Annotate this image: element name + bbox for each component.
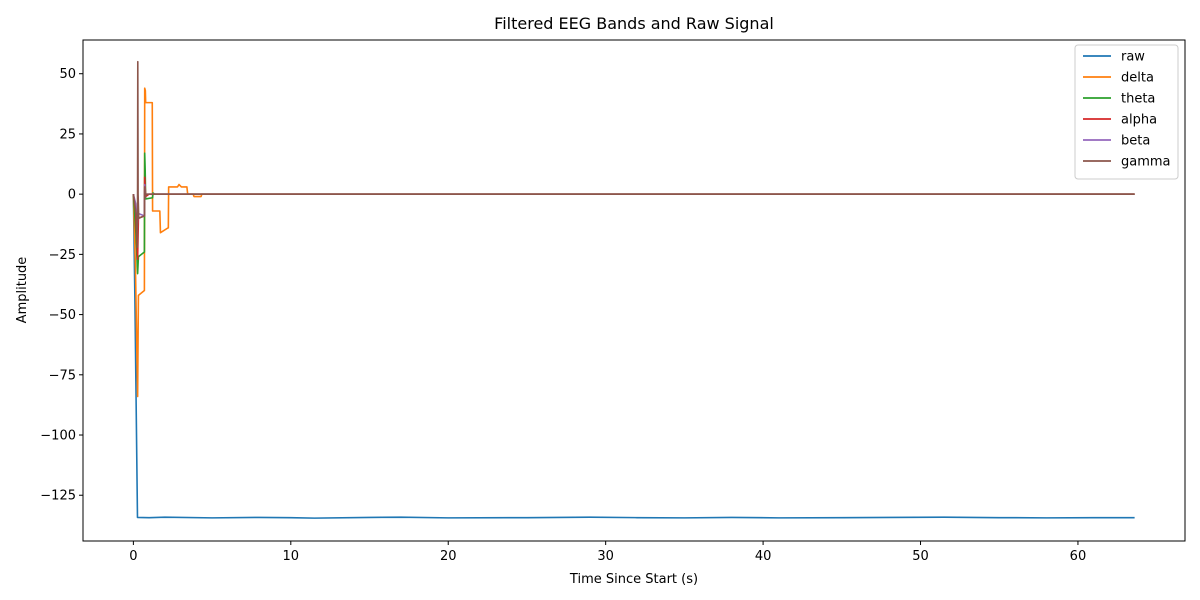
legend-label-beta: beta	[1121, 134, 1150, 149]
y-tick-label: −25	[49, 248, 76, 263]
series-line-gamma	[132, 60, 1135, 248]
x-axis-label: Time Since Start (s)	[569, 572, 698, 587]
y-tick-label: −75	[49, 368, 76, 383]
legend-label-alpha: alpha	[1121, 113, 1157, 128]
legend-label-gamma: gamma	[1121, 155, 1171, 170]
series-line-raw	[132, 194, 1135, 519]
x-tick-label: 50	[912, 549, 929, 564]
x-tick-label: 10	[283, 549, 300, 564]
series-lines	[132, 60, 1135, 519]
legend-label-raw: raw	[1121, 50, 1145, 65]
plot-frame	[82, 39, 1186, 542]
x-tick-label: 0	[129, 549, 137, 564]
y-tick-label: 25	[59, 127, 76, 142]
x-tick-label: 40	[755, 549, 772, 564]
legend-box	[1074, 44, 1179, 180]
x-tick-label: 20	[440, 549, 457, 564]
y-tick-label: 50	[59, 67, 76, 82]
y-tick-label: −50	[49, 308, 76, 323]
legend-label-theta: theta	[1121, 92, 1155, 107]
x-tick-label: 60	[1070, 549, 1087, 564]
y-tick-label: 0	[68, 188, 76, 203]
y-tick-label: −125	[40, 489, 76, 504]
x-tick-label: 30	[597, 549, 614, 564]
chart-title: Filtered EEG Bands and Raw Signal	[494, 14, 774, 33]
y-axis-label: Amplitude	[15, 257, 30, 324]
legend-label-delta: delta	[1121, 71, 1154, 86]
y-tick-label: −100	[40, 429, 76, 444]
legend: raw delta theta alpha beta gamma	[1074, 44, 1179, 180]
